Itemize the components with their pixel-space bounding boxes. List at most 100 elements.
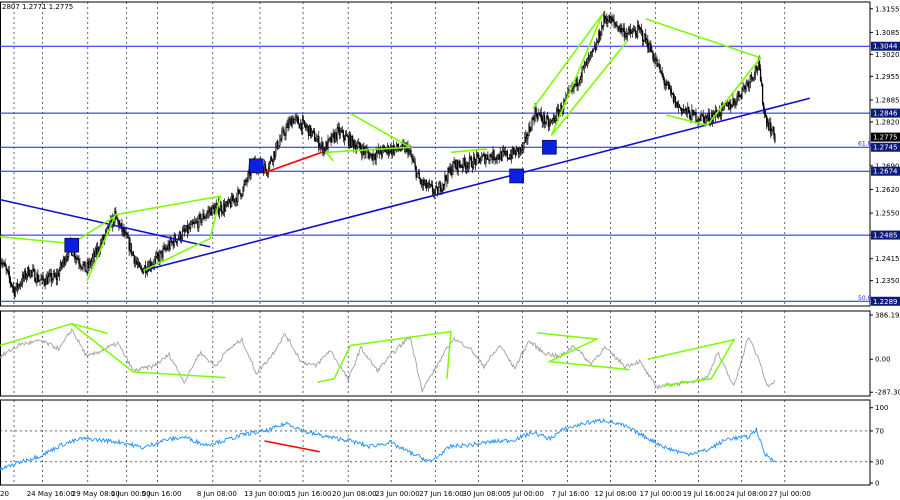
candle-body <box>382 147 385 149</box>
panel-frame <box>0 399 871 486</box>
candle-body <box>309 125 312 137</box>
candle-body <box>606 18 608 24</box>
candle-body <box>595 42 598 50</box>
candle-body <box>158 255 160 262</box>
x-tick-label: 24 Jul 08:00 <box>726 490 768 498</box>
candle-body <box>672 93 675 103</box>
candle-body <box>123 228 125 235</box>
candle-body <box>772 126 774 131</box>
candle-body <box>24 270 27 279</box>
candle-body <box>766 116 768 126</box>
rsi-panel[interactable]: 100 70 30 0 <box>0 399 888 488</box>
candle-body <box>43 279 45 284</box>
candle-body <box>674 96 677 108</box>
cci-panel[interactable]: 386.1987 0.00 -287.300 <box>0 310 900 397</box>
candle-body <box>170 239 172 243</box>
candle-body <box>554 120 557 122</box>
candle-body <box>415 166 417 178</box>
candle-body <box>767 122 769 126</box>
candle-body <box>457 160 459 172</box>
candle-body <box>530 129 532 131</box>
candle-body <box>90 261 92 266</box>
x-tick-label: 19 Jul 16:00 <box>683 490 725 498</box>
level-label-box <box>871 296 900 306</box>
y-tick-label: 0.00 <box>875 356 891 364</box>
candle-body <box>325 142 327 152</box>
x-tick-label: 7 Jul 16:00 <box>552 490 590 498</box>
candle-body <box>244 180 246 185</box>
candle-body <box>591 50 594 53</box>
candle-body <box>450 167 452 176</box>
candle-body <box>65 256 68 261</box>
candle-body <box>207 210 209 214</box>
candle-body <box>487 155 489 160</box>
candle-body <box>743 86 745 88</box>
candle-body <box>266 172 269 174</box>
candle-body <box>619 24 621 30</box>
candle-body <box>652 52 654 59</box>
candle-body <box>698 118 700 121</box>
candle-body <box>315 140 317 142</box>
candle-body <box>719 114 722 116</box>
candle-body <box>316 139 318 142</box>
signal-marker <box>64 237 80 253</box>
candle-body <box>389 146 392 152</box>
candle-body <box>769 122 771 130</box>
candle-body <box>507 157 510 159</box>
candle-body <box>423 183 426 186</box>
candle-body <box>642 31 644 42</box>
candle-body <box>292 118 294 124</box>
candle-body <box>227 199 230 205</box>
x-tick-label: 20 <box>0 490 9 498</box>
price-panel[interactable]: 1.3155 1.3085 1.3020 1.2955 1.2885 1.2820 1.27… <box>0 1 900 307</box>
candle-body <box>490 154 492 157</box>
candle-body <box>202 213 204 220</box>
candle-body <box>452 161 454 171</box>
candle-body <box>613 19 615 23</box>
candle-body <box>662 74 664 79</box>
candle-body <box>748 82 750 88</box>
candle-body <box>492 150 494 160</box>
candle-body <box>414 162 416 167</box>
candle-body <box>754 66 757 76</box>
y-tick-label: 1.3155 <box>875 5 900 13</box>
candle-body <box>762 103 765 110</box>
candle-body <box>190 224 192 229</box>
pattern-line <box>0 322 108 347</box>
y-tick-label: 70 <box>875 427 884 435</box>
candle-body <box>454 163 456 168</box>
candle-body <box>125 231 127 234</box>
candle-body <box>708 113 710 122</box>
candle-body <box>639 28 642 30</box>
candle-body <box>388 151 391 154</box>
candle-body <box>441 190 443 192</box>
candle-body <box>82 264 84 269</box>
candle-body <box>94 248 96 257</box>
candle-body <box>508 157 511 160</box>
y-tick-label: 1.2885 <box>875 96 900 104</box>
candle-body <box>616 25 618 27</box>
candle-body <box>440 183 442 192</box>
candle-body <box>527 135 529 140</box>
candle-body <box>529 126 531 131</box>
candle-body <box>679 107 682 109</box>
candle-body <box>276 141 278 148</box>
candle-body <box>636 25 639 37</box>
candle-body <box>145 271 148 273</box>
candle-body <box>83 261 85 265</box>
candle-body <box>232 195 234 202</box>
candle-body <box>124 231 126 235</box>
candle-body <box>728 101 730 110</box>
candle-body <box>553 117 556 122</box>
candle-body <box>29 275 31 277</box>
candle-body <box>683 109 685 111</box>
candle-body <box>301 119 304 131</box>
candle-body <box>284 134 286 136</box>
candle-body <box>78 259 80 264</box>
candle-body <box>649 43 651 52</box>
candle-body <box>434 186 437 191</box>
candle-body <box>192 221 194 225</box>
candle-body <box>317 136 319 140</box>
candle-body <box>185 225 188 232</box>
